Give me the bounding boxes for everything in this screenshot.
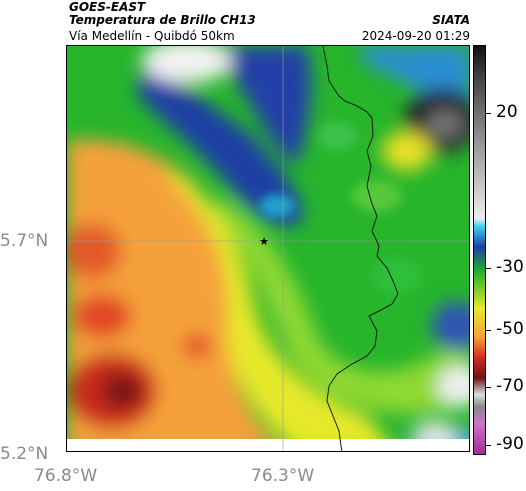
- colorbar-tick-mark: [486, 112, 491, 114]
- region-subtitle: Vía Medellín - Quibdó 50km: [69, 29, 235, 43]
- temperature-colorbar: [473, 45, 486, 455]
- colorbar-tick-mark: [486, 387, 491, 389]
- colorbar-tick-label: 20: [496, 101, 518, 122]
- longitude-label-76-8: 76.8°W: [34, 466, 98, 486]
- organization-name: SIATA: [432, 13, 470, 27]
- latitude-label-5-7: 5.7°N: [0, 231, 49, 251]
- boundary-line: [322, 46, 399, 451]
- colorbar-tick-mark: [486, 268, 491, 270]
- satellite-name: GOES-EAST: [69, 0, 146, 14]
- latitude-label-5-2: 5.2°N: [0, 444, 49, 464]
- colorbar-tick-mark: [486, 444, 491, 446]
- colorbar-tick-label: -30: [496, 257, 524, 278]
- star-icon: ★: [259, 235, 269, 248]
- image-datetime: 2024-09-20 01:29: [361, 29, 470, 43]
- colorbar-tick-label: -50: [496, 318, 524, 339]
- colorbar-canvas: [474, 46, 485, 454]
- longitude-label-76-3: 76.3°W: [251, 466, 315, 486]
- colorbar-tick-label: -70: [496, 376, 524, 397]
- brightness-temperature-map[interactable]: ★: [66, 45, 470, 452]
- colorbar-tick-label: -90: [496, 433, 524, 454]
- map-canvas: ★: [67, 46, 469, 451]
- product-title: Temperatura de Brillo CH13: [69, 13, 256, 27]
- colorbar-tick-mark: [486, 329, 491, 331]
